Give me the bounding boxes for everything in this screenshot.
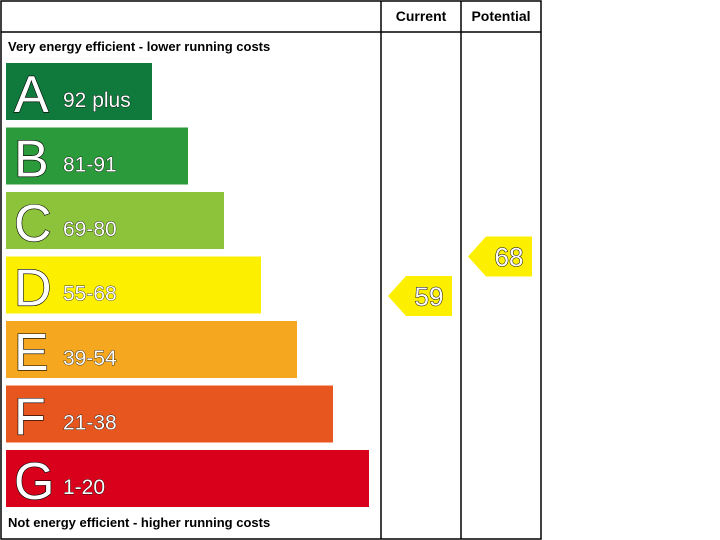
outer-border (0, 0, 542, 540)
band-c: C 69-80 (6, 192, 224, 254)
band-g-range: 1-20 (63, 476, 105, 499)
band-d: D 55-68 (6, 256, 261, 318)
potential-header: Potential (471, 8, 530, 24)
band-g-bar (6, 450, 369, 507)
band-g-letter: G (14, 453, 54, 511)
band-d-bar (6, 256, 261, 314)
current-header: Current (396, 8, 447, 24)
band-f-range: 21-38 (63, 412, 117, 435)
chart-frame (0, 0, 542, 540)
band-e-range: 39-54 (63, 347, 117, 370)
band-f-letter: F (14, 389, 46, 447)
potential-rating-arrow (468, 236, 532, 277)
bottom-note: Not energy efficient - higher running co… (8, 515, 270, 530)
band-f-bar (6, 385, 333, 443)
potential-rating-marker: 68 (468, 236, 532, 277)
band-a-range: 92 plus (63, 89, 131, 112)
band-d-letter: D (14, 260, 52, 318)
band-b-bar (6, 127, 188, 185)
band-f: F 21-38 (6, 385, 333, 447)
current-rating-arrow (388, 275, 452, 316)
current-rating-marker: 59 (388, 275, 452, 316)
band-c-bar (6, 192, 224, 249)
band-c-letter: C (14, 195, 52, 253)
band-c-range: 69-80 (63, 218, 117, 241)
band-b-letter: B (14, 131, 49, 189)
top-note: Very energy efficient - lower running co… (8, 39, 270, 54)
potential-rating-value: 68 (495, 242, 524, 272)
band-e-bar (6, 321, 297, 378)
band-a: A 92 plus (6, 63, 152, 125)
band-b-range: 81-91 (63, 154, 117, 177)
current-rating-value: 59 (415, 281, 444, 311)
band-d-range: 55-68 (63, 283, 117, 306)
band-a-bar (6, 63, 152, 120)
rating-markers: 59 68 (388, 236, 532, 316)
band-g: G 1-20 (6, 450, 369, 512)
band-e: E 39-54 (6, 321, 297, 383)
band-a-letter: A (14, 66, 49, 124)
rating-bands: A 92 plus B 81-91 C 69-80 D 55-68 E 39-54 F 21-38 G 1… (6, 63, 369, 512)
band-b: B 81-91 (6, 127, 188, 189)
band-e-letter: E (14, 324, 49, 382)
